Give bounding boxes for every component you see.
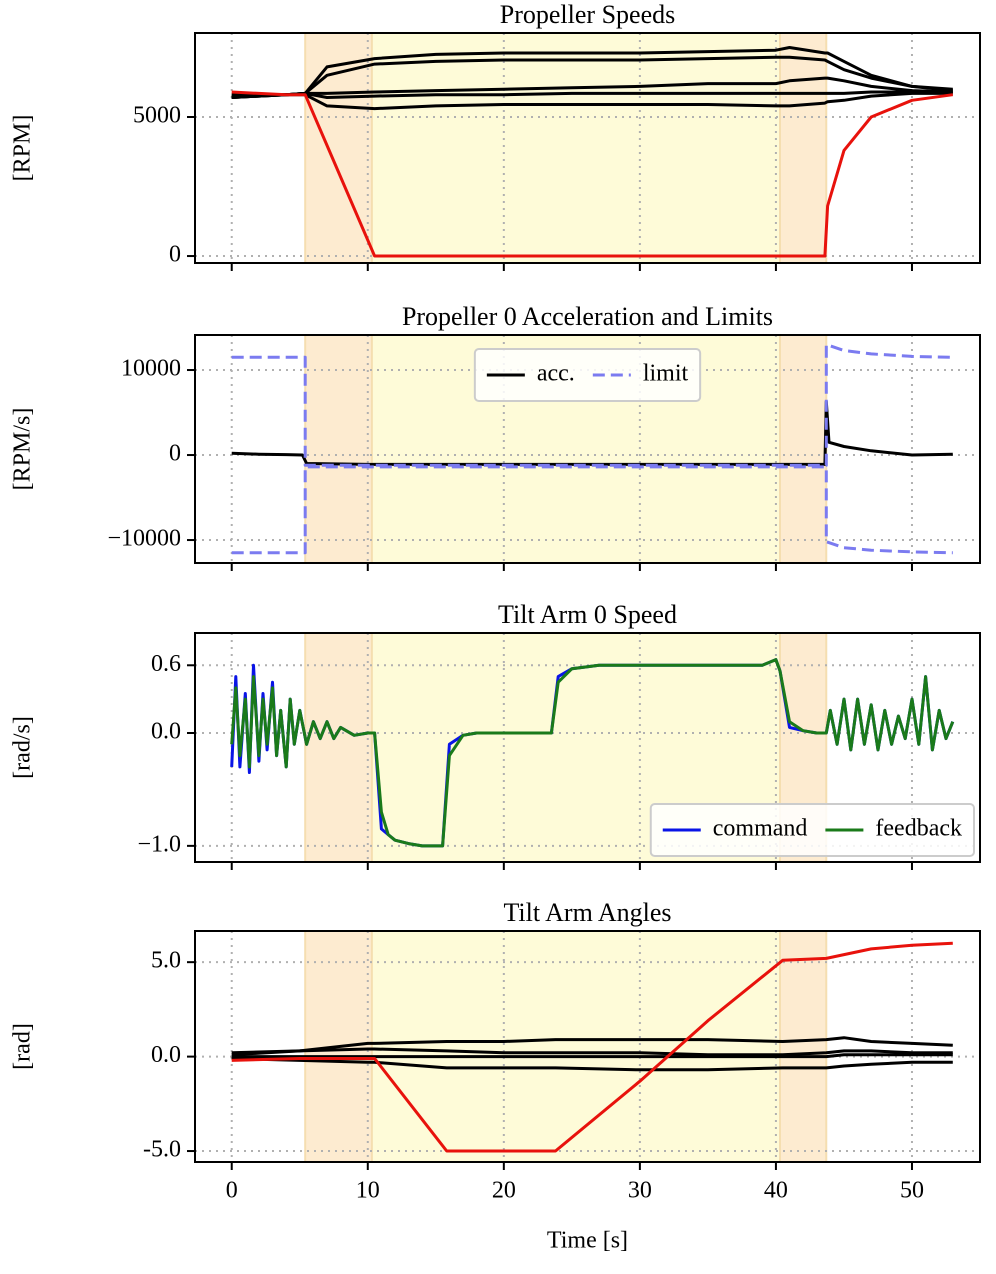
data-line [231, 465, 953, 555]
data-line [231, 941, 953, 1153]
x-tick-label: 20 [492, 1178, 516, 1204]
chart-title: Tilt Arm 0 Speed [498, 600, 677, 629]
subplot: 0 10 20 30 40 50 -5.0 0.0 5.0 Tilt Arm Angles [rad… [10, 898, 981, 1254]
x-axis-label: Time [s] [547, 1228, 628, 1254]
data-line [231, 1047, 953, 1057]
axes-frame [194, 334, 981, 564]
axes-frame [194, 930, 981, 1163]
subplot: −1.0 0.0 0.6 Tilt Arm 0 Speed [rad/s] command… [10, 600, 981, 870]
data-line [231, 1057, 953, 1072]
y-tick-label: 0 [169, 441, 181, 467]
legend-label: command [713, 816, 808, 842]
chart-title: Propeller Speeds [500, 0, 675, 29]
y-tick-label: 0.0 [151, 1042, 181, 1068]
axes-frame [194, 632, 981, 863]
subplot: −10000 0 10000 Propeller 0 Acceleration and… [10, 302, 981, 571]
y-axis-label: [RPM/s] [10, 408, 36, 491]
y-tick-label: -5.0 [143, 1137, 181, 1163]
x-tick-label: 30 [628, 1178, 652, 1204]
data-line [231, 1036, 953, 1057]
y-tick-label: 0 [169, 242, 181, 268]
data-line [231, 90, 954, 258]
y-tick-label: 0.6 [151, 651, 181, 677]
shaded-region [370, 930, 782, 1163]
legend: acc. limit [473, 348, 702, 402]
x-tick-label: 10 [356, 1178, 380, 1204]
subplot: 0 5000 Propeller Speeds [RPM] [10, 0, 981, 271]
shaded-region [370, 32, 782, 264]
legend-box [473, 348, 702, 402]
y-axis-label: [rad/s] [10, 716, 36, 779]
y-tick-label: 5000 [133, 102, 181, 128]
y-axis-label: [RPM] [10, 115, 36, 182]
legend: command feedback [649, 803, 975, 857]
legend-box [649, 803, 975, 857]
x-tick-label: 50 [900, 1178, 924, 1204]
x-tick-label: 0 [226, 1178, 238, 1204]
legend-label: feedback [875, 816, 962, 842]
chart-title: Tilt Arm Angles [503, 898, 671, 927]
data-line [231, 1053, 953, 1059]
y-tick-label: 0.0 [151, 718, 181, 744]
y-tick-label: 10000 [121, 356, 181, 382]
axes-frame [194, 32, 981, 264]
data-line [231, 343, 953, 467]
y-axis-label: [rad] [10, 1023, 36, 1070]
chart-title: Propeller 0 Acceleration and Limits [402, 302, 773, 331]
y-tick-label: −1.0 [137, 831, 181, 857]
legend-label: acc. [537, 361, 575, 387]
x-tick-label: 40 [764, 1178, 788, 1204]
y-tick-label: −10000 [107, 526, 181, 552]
y-tick-label: 5.0 [151, 948, 181, 974]
legend-label: limit [643, 361, 689, 387]
data-line [230, 658, 955, 848]
